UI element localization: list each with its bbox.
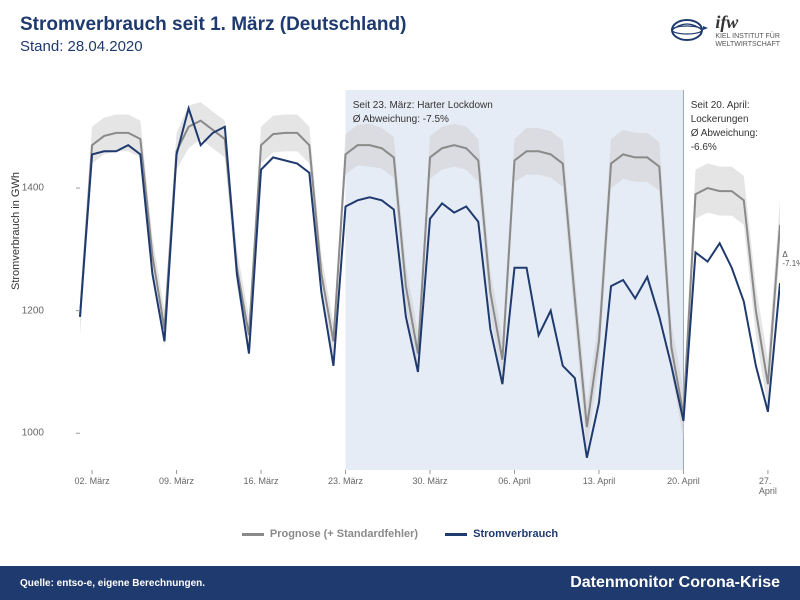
x-tick: 02. März <box>75 476 110 486</box>
x-tick: 30. März <box>412 476 447 486</box>
annotation: Seit 20. April: LockerungenØ Abweichung:… <box>691 99 780 155</box>
x-tick: 13. April <box>583 476 616 486</box>
legend-swatch <box>445 533 467 536</box>
y-tick: 1400 <box>10 183 44 194</box>
legend-label: Stromverbrauch <box>473 528 558 540</box>
footer-source: Quelle: entso-e, eigene Berechnungen. <box>20 578 205 589</box>
annotation: Seit 23. März: Harter LockdownØ Abweichu… <box>353 99 493 127</box>
logo-subtext: KIEL INSTITUT FÜR WELTWIRTSCHAFT <box>715 33 780 48</box>
x-tick: 09. März <box>159 476 194 486</box>
delta-label: Δ -7.1% <box>782 250 800 268</box>
legend: Prognose (+ Standardfehler) Stromverbrau… <box>0 527 800 541</box>
x-tick: 16. März <box>244 476 279 486</box>
x-tick: 23. März <box>328 476 363 486</box>
y-tick: 1000 <box>10 428 44 439</box>
logo-text-wrap: ifw KIEL INSTITUT FÜR WELTWIRTSCHAFT <box>715 12 780 48</box>
legend-swatch <box>242 533 264 536</box>
footer-bar: Quelle: entso-e, eigene Berechnungen. Da… <box>0 566 800 600</box>
legend-item-prognose: Prognose (+ Standardfehler) <box>242 528 418 540</box>
legend-label: Prognose (+ Standardfehler) <box>270 528 418 540</box>
y-tick: 1200 <box>10 305 44 316</box>
x-tick: 27. April <box>759 476 777 496</box>
globe-icon <box>665 13 709 47</box>
logo-text: ifw <box>715 12 780 33</box>
legend-item-verbrauch: Stromverbrauch <box>445 528 558 540</box>
x-tick: 20. April <box>667 476 700 486</box>
chart-area: 10001200140002. März09. März16. März23. … <box>50 90 780 490</box>
line-chart <box>50 90 780 490</box>
x-tick: 06. April <box>498 476 531 486</box>
ifw-logo: ifw KIEL INSTITUT FÜR WELTWIRTSCHAFT <box>665 12 780 48</box>
footer-title: Datenmonitor Corona-Krise <box>570 574 780 592</box>
